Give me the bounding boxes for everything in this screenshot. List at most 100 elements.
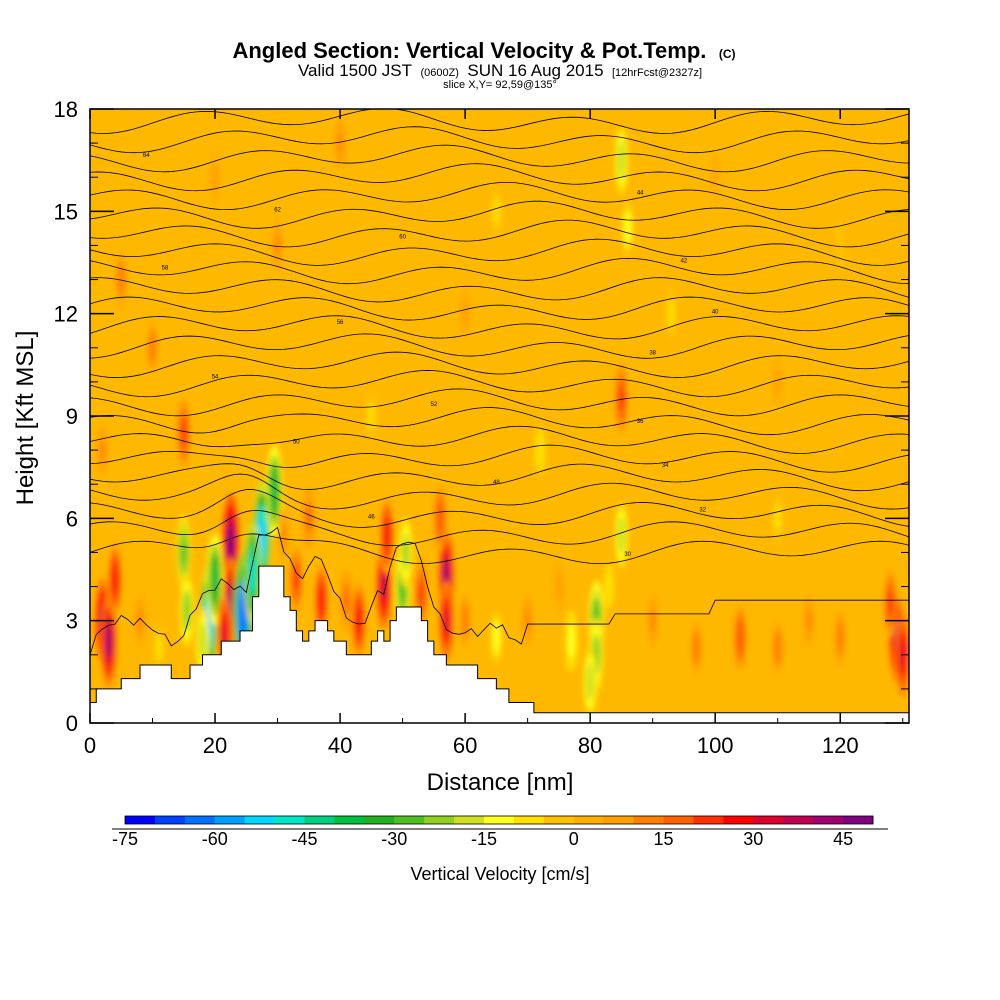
velocity-cell <box>462 610 468 631</box>
theta-contour <box>90 315 909 340</box>
contour-label: 52 <box>431 402 438 408</box>
contour-label: 32 <box>699 508 706 514</box>
velocity-cell <box>369 407 374 425</box>
y-tick-label: 12 <box>54 302 78 327</box>
y-tick-label: 3 <box>66 609 78 634</box>
x-tick-label: 40 <box>328 733 352 758</box>
theta-contour <box>90 257 909 285</box>
theta-contour <box>90 181 909 211</box>
velocity-cell <box>281 525 286 545</box>
colorbar-swatch <box>304 816 335 824</box>
velocity-cell <box>587 670 593 694</box>
velocity-cell <box>525 611 530 631</box>
colorbar-swatch <box>543 816 575 824</box>
velocity-cell <box>239 593 247 635</box>
y-axis-title: Height [Kft MSL] <box>12 331 39 506</box>
theta-contour <box>90 463 909 492</box>
theta-contour <box>90 510 909 546</box>
colorbar-tick-label: -75 <box>112 829 138 849</box>
velocity-cell <box>625 218 630 239</box>
colorbar-tick-label: -30 <box>381 829 407 849</box>
colorbar-swatch <box>663 816 694 824</box>
velocity-cell <box>100 440 105 460</box>
contour-label: 64 <box>143 153 150 159</box>
colorbar-title: Vertical Velocity [cm/s] <box>410 864 589 884</box>
theta-contour <box>90 200 909 229</box>
velocity-cell <box>538 440 543 460</box>
velocity-cell <box>356 607 362 634</box>
colorbar: -75 -60 -45 -30 -15 0 15 30 45 <box>112 815 888 849</box>
colorbar-swatch <box>513 816 545 824</box>
contour-label: 38 <box>649 351 656 357</box>
colorbar-swatch <box>603 816 635 824</box>
colorbar-swatch <box>424 816 455 824</box>
colorbar-tick-label: 15 <box>654 829 674 849</box>
velocity-cell <box>275 235 280 255</box>
colorbar-swatch <box>214 816 246 824</box>
velocity-cell <box>105 625 112 657</box>
contour-label: 58 <box>162 265 169 271</box>
velocity-cell <box>212 564 218 596</box>
colorbar-tick-label: -60 <box>202 829 228 849</box>
theta-contour <box>90 238 909 266</box>
theta-contour <box>90 333 909 359</box>
colorbar-swatch <box>244 816 276 824</box>
contour-label: 44 <box>637 190 644 196</box>
x-tick-label: 80 <box>578 733 602 758</box>
theta-contour <box>90 526 909 655</box>
colorbar-swatch <box>454 816 485 824</box>
velocity-cell <box>619 148 624 172</box>
velocity-cell <box>337 133 343 153</box>
chart-title-main: Angled Section: Vertical Velocity & Pot.… <box>232 38 706 63</box>
velocity-cell <box>156 638 161 658</box>
colorbar-swatch <box>484 816 515 824</box>
colorbar-swatch <box>364 816 395 824</box>
theta-contour <box>90 219 909 248</box>
y-tick-label: 9 <box>66 404 78 429</box>
colorbar-tick-label: -15 <box>471 829 497 849</box>
colorbar-tick-label: 30 <box>743 829 763 849</box>
x-tick-label: 60 <box>453 733 477 758</box>
velocity-cell <box>344 589 349 611</box>
theta-contour <box>90 407 909 436</box>
colorbar-frame <box>124 815 874 825</box>
velocity-cell <box>249 555 256 591</box>
contour-label: 46 <box>368 514 375 520</box>
velocity-cell <box>227 525 234 559</box>
colorbar-swatch <box>184 816 216 824</box>
velocity-cell <box>463 304 468 323</box>
velocity-cell <box>150 337 155 358</box>
colorbar-swatch <box>693 816 724 824</box>
chart-title-unit: (C) <box>719 47 736 61</box>
colorbar-tick-label: -45 <box>292 829 318 849</box>
velocity-cell <box>181 539 187 566</box>
velocity-cell <box>181 421 187 446</box>
plot-area: 64 62 60 58 56 54 52 50 48 46 44 42 40 38 36 34 32 30 <box>90 109 909 723</box>
velocity-cell <box>694 638 699 658</box>
contour-label: 62 <box>274 207 281 213</box>
velocity-cell <box>775 638 780 658</box>
theta-contour <box>90 277 909 303</box>
theta-contour <box>90 425 909 454</box>
colorbar-swatch <box>125 816 156 824</box>
valid-zulu: (0600Z) <box>420 67 459 79</box>
theta-contour <box>90 126 909 154</box>
contour-label: 42 <box>681 259 688 265</box>
colorbar-swatch <box>334 816 365 824</box>
colorbar-swatch <box>394 816 425 824</box>
velocity-cell <box>293 568 299 592</box>
contour-label: 40 <box>712 310 719 316</box>
contour-label: 48 <box>493 480 500 486</box>
velocity-cell <box>119 269 124 290</box>
velocity-cell <box>112 567 118 593</box>
contour-label: 34 <box>662 463 669 469</box>
theta-contour <box>90 444 909 473</box>
theta-contour <box>90 144 909 173</box>
velocity-cell <box>318 587 324 613</box>
colorbar-tick-label: 45 <box>833 829 853 849</box>
valid-prefix: Valid 1500 JST <box>298 61 412 80</box>
theta-contour <box>90 533 909 565</box>
velocity-cell <box>494 202 499 221</box>
velocity-cell <box>271 475 278 507</box>
